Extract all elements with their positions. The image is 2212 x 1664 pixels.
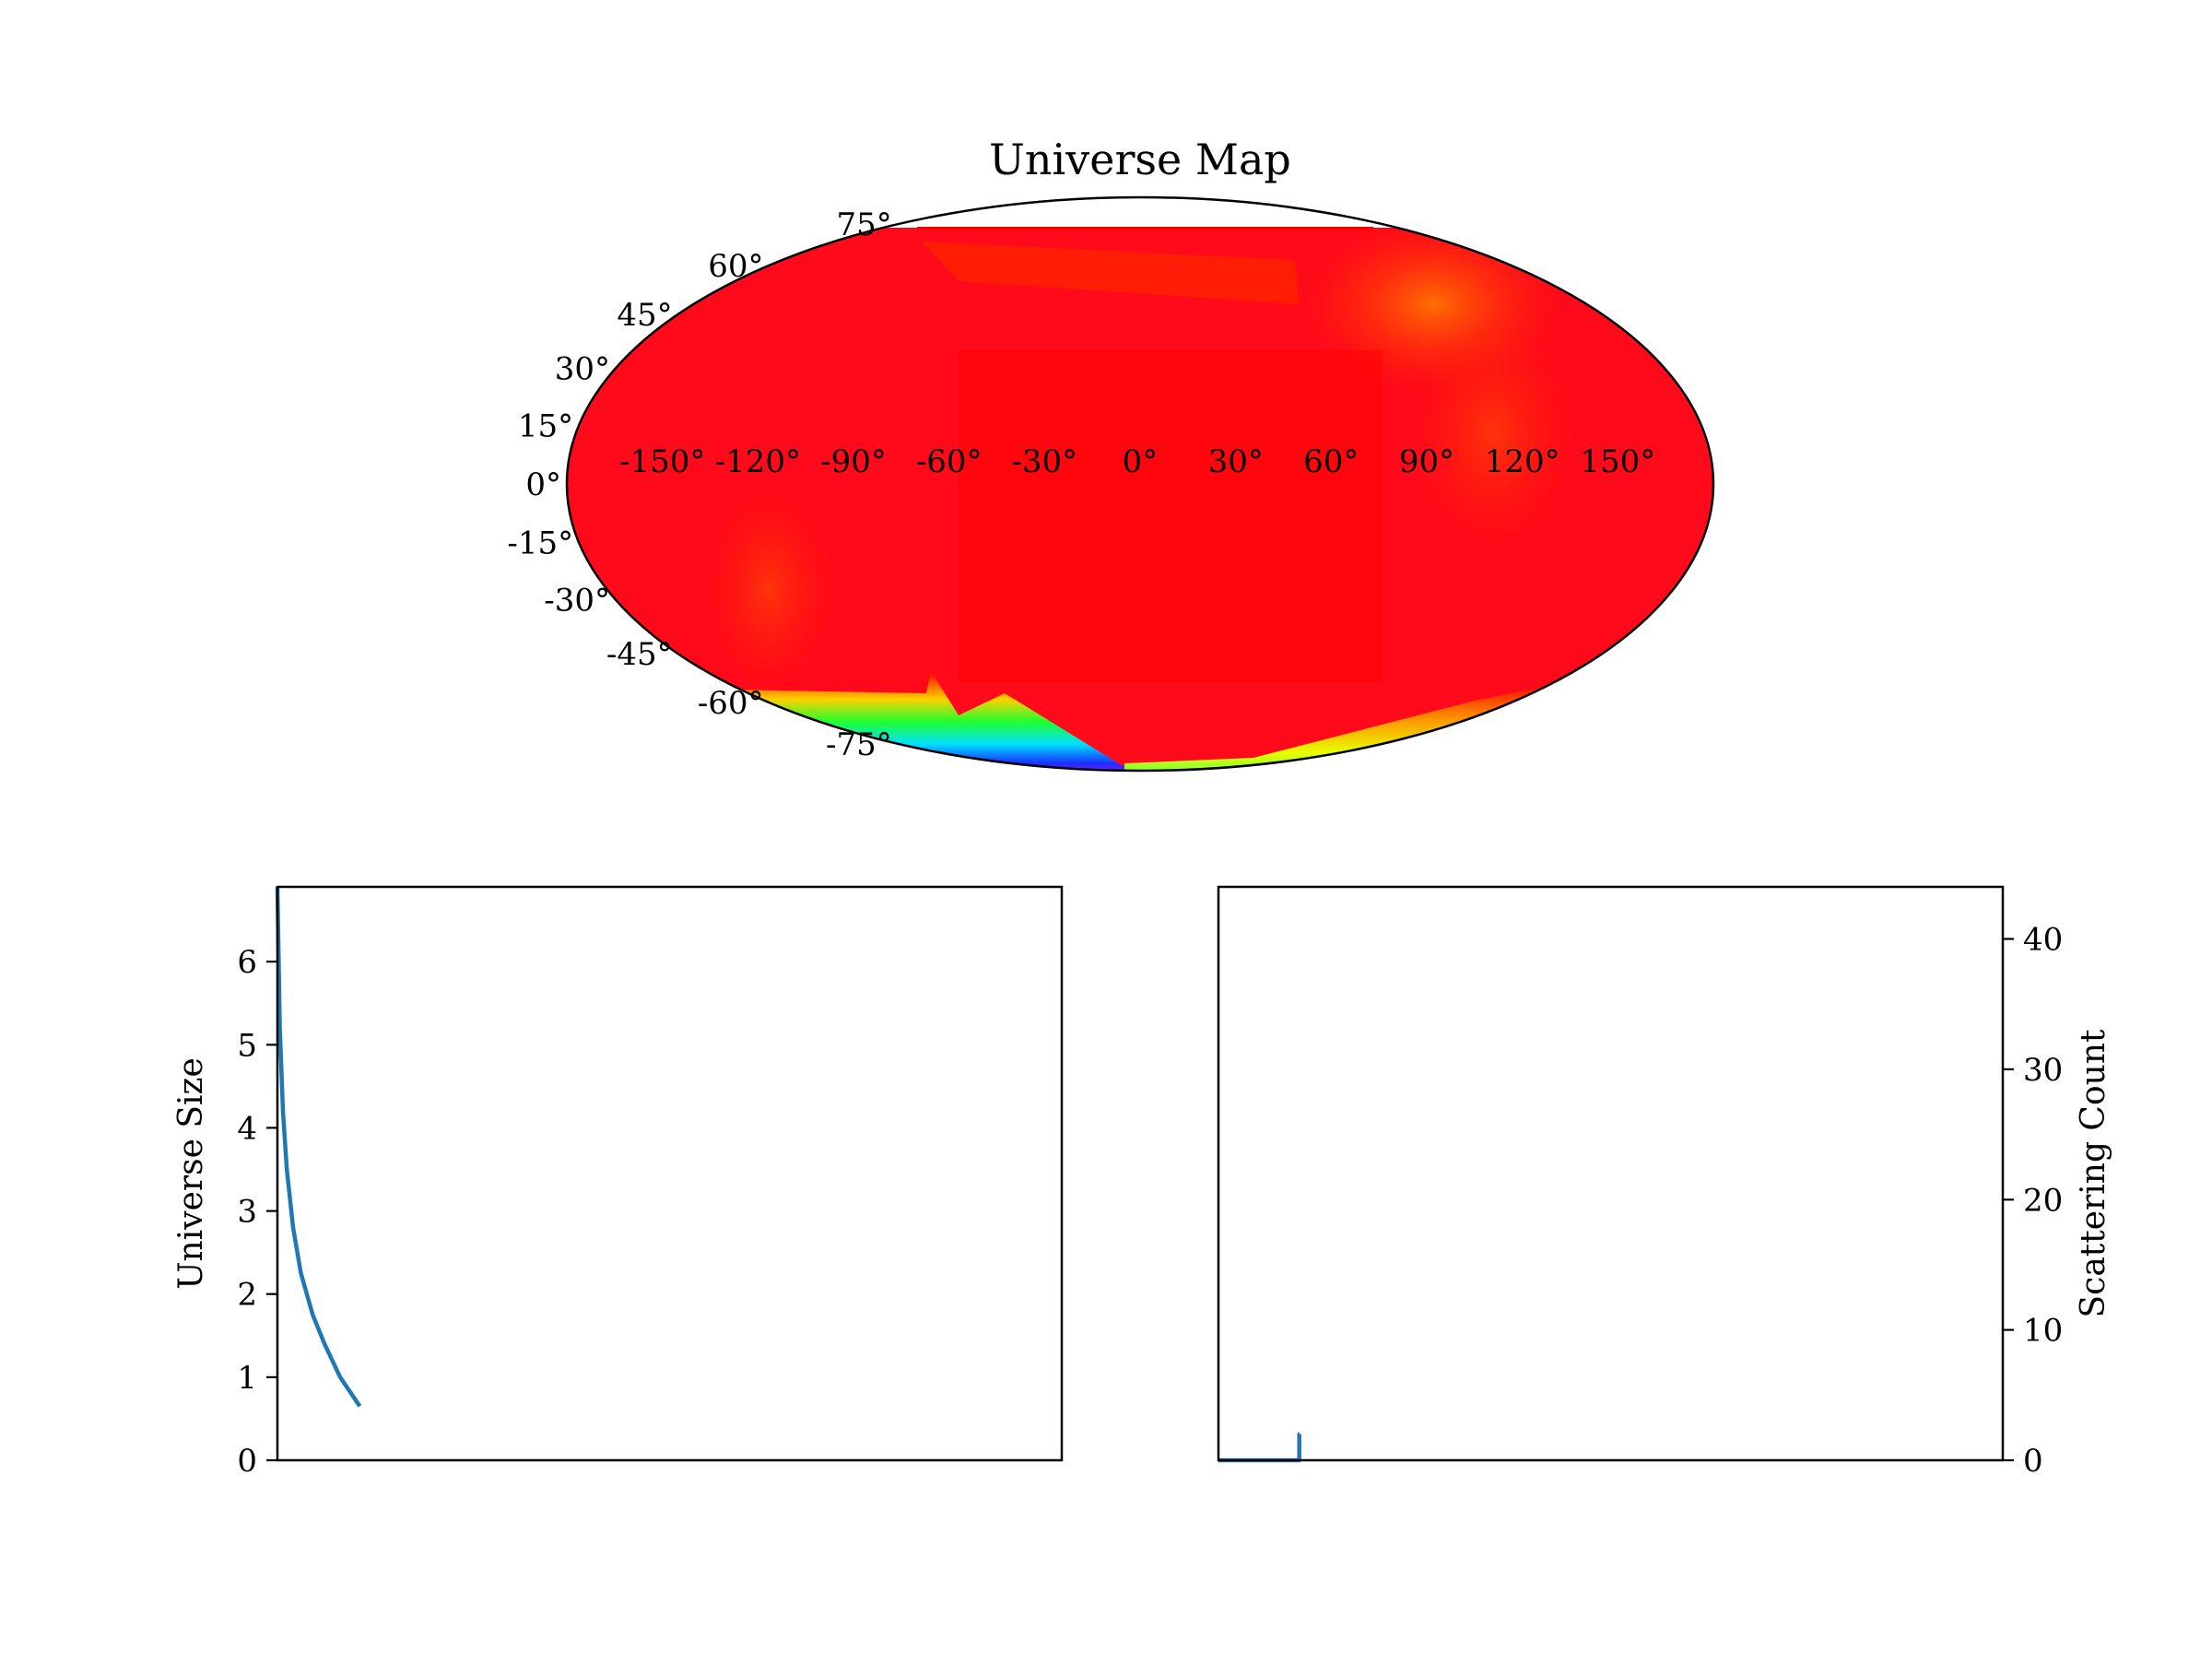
map-north-band <box>922 242 1300 304</box>
latitude-tick-label: -75° <box>826 726 892 763</box>
latitude-tick-label: -30° <box>544 583 610 620</box>
map-top-gap <box>567 197 1713 228</box>
latitude-tick-label: 75° <box>837 207 892 243</box>
map-outline <box>565 195 1715 773</box>
y-tick-label: 6 <box>237 944 257 981</box>
y-tick-label: 2 <box>237 1277 257 1314</box>
longitude-tick-label: 120° <box>1485 443 1560 480</box>
right-y-axis-label: Scattering Count <box>2075 1029 2112 1318</box>
left-y-ticks: 0 1 2 3 4 5 6 <box>237 944 277 1480</box>
latitude-tick-label: 0° <box>525 466 561 503</box>
latitude-tick-label: -45° <box>606 636 673 673</box>
map-center-region <box>959 350 1382 682</box>
latitude-labels: 75° 60° 45°30° 15° 0° -15° -30° -45° -60° -75° <box>507 207 891 763</box>
longitude-tick-label: 30° <box>1208 443 1264 480</box>
latitude-tick-label: 30° <box>555 350 610 387</box>
universe-map: Universe Map 75°60°45°30°15°0°-15°-30°-4… <box>507 135 1715 773</box>
left-y-axis-label: Universe Size <box>172 1057 210 1290</box>
longitude-tick-label: -30° <box>1011 443 1077 480</box>
map-title: Universe Map <box>989 135 1291 184</box>
longitude-tick-label: -90° <box>820 443 887 480</box>
universe-size-line <box>275 886 362 1408</box>
y-tick-label: 30 <box>2023 1052 2063 1089</box>
longitude-tick-label: 60° <box>1303 443 1359 480</box>
y-tick-label: 0 <box>237 1443 257 1480</box>
map-orange-patch-w <box>705 489 834 691</box>
latitude-tick-label: 15° <box>518 407 573 444</box>
y-tick-label: 3 <box>237 1194 257 1231</box>
longitude-tick-label: 0° <box>1123 443 1159 480</box>
universe-size-chart: 0 1 2 3 4 5 6 Universe Size <box>172 885 1064 1480</box>
left-plot-frame <box>276 885 1064 1462</box>
longitude-tick-label: 90° <box>1399 443 1454 480</box>
right-plot-frame <box>1217 885 2005 1462</box>
y-tick-label: 5 <box>237 1027 257 1064</box>
right-y-ticks: 0 10 20 30 40 <box>2003 922 2063 1480</box>
latitude-tick-label: -15° <box>507 525 573 562</box>
map-top-edge <box>917 227 1373 230</box>
longitude-tick-label: -120° <box>715 443 801 480</box>
y-tick-label: 0 <box>2023 1443 2043 1480</box>
longitude-tick-label: -150° <box>619 443 705 480</box>
longitude-labels: -150° -120° -90° -60° -30° 0° 30° 60° 90° 120° 150… <box>619 443 1655 480</box>
longitude-tick-label: -60° <box>916 443 982 480</box>
scattering-count-chart: 0 10 20 30 40 Scattering Count <box>1217 885 2112 1480</box>
y-tick-label: 10 <box>2023 1313 2063 1350</box>
latitude-tick-label: 60° <box>708 248 763 285</box>
scattering-count-line <box>1218 1432 1301 1463</box>
y-tick-label: 1 <box>237 1360 257 1397</box>
latitude-tick-label: 45° <box>617 297 672 334</box>
longitude-tick-label: 150° <box>1580 443 1655 480</box>
map-orange-patch-e <box>1410 313 1576 553</box>
y-tick-label: 20 <box>2023 1182 2063 1219</box>
y-tick-label: 4 <box>237 1110 257 1147</box>
y-tick-label: 40 <box>2023 922 2063 959</box>
latitude-tick-label: -60° <box>698 685 764 722</box>
